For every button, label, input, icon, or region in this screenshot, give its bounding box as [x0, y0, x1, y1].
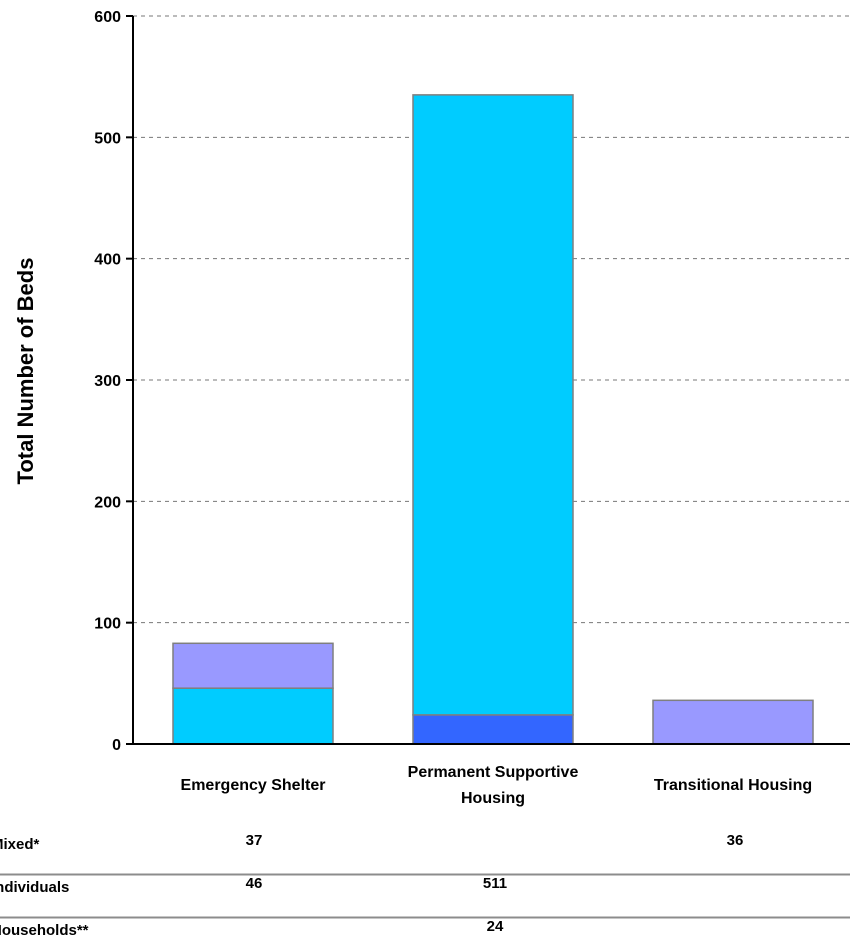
table-cell: 46: [246, 875, 263, 892]
table-row-label: Mixed*: [0, 836, 40, 853]
table-cell: 36: [727, 832, 744, 849]
y-tick-label: 200: [94, 494, 121, 511]
table-row-label: Individuals: [0, 879, 69, 896]
x-category-label: Permanent Supportive: [408, 764, 579, 781]
bar-segment-individuals: [412, 94, 574, 716]
y-tick-label: 600: [94, 9, 121, 26]
bar-segment-mixed: [652, 699, 814, 745]
table-row-label: Households**: [0, 922, 89, 939]
x-category-label: Housing: [461, 790, 525, 807]
y-tick-label: 100: [94, 616, 121, 633]
y-tick-label: 500: [94, 130, 121, 147]
table-cell: 24: [487, 918, 504, 935]
bar-segment-individuals: [172, 687, 334, 745]
x-category-label: Transitional Housing: [654, 777, 812, 794]
x-axis-category-labels: Emergency Shelter Permanent Supportive Hou…: [181, 764, 813, 807]
y-axis-ticks: 0 100 200 300 400 500 600: [94, 9, 133, 754]
y-tick-label: 0: [112, 737, 121, 754]
bar-segment-mixed: [172, 642, 334, 689]
table-cell: 511: [483, 875, 507, 892]
y-axis-label: Total Number of Beds: [13, 258, 38, 485]
y-tick-label: 300: [94, 373, 121, 390]
bars: [172, 94, 814, 745]
bar-segment-households: [412, 714, 574, 745]
table-cell: 37: [246, 832, 263, 849]
y-tick-label: 400: [94, 252, 121, 269]
data-table: Mixed* 37 36 Individuals 46 511 Households** 24: [0, 832, 850, 939]
x-category-label: Emergency Shelter: [181, 777, 326, 794]
